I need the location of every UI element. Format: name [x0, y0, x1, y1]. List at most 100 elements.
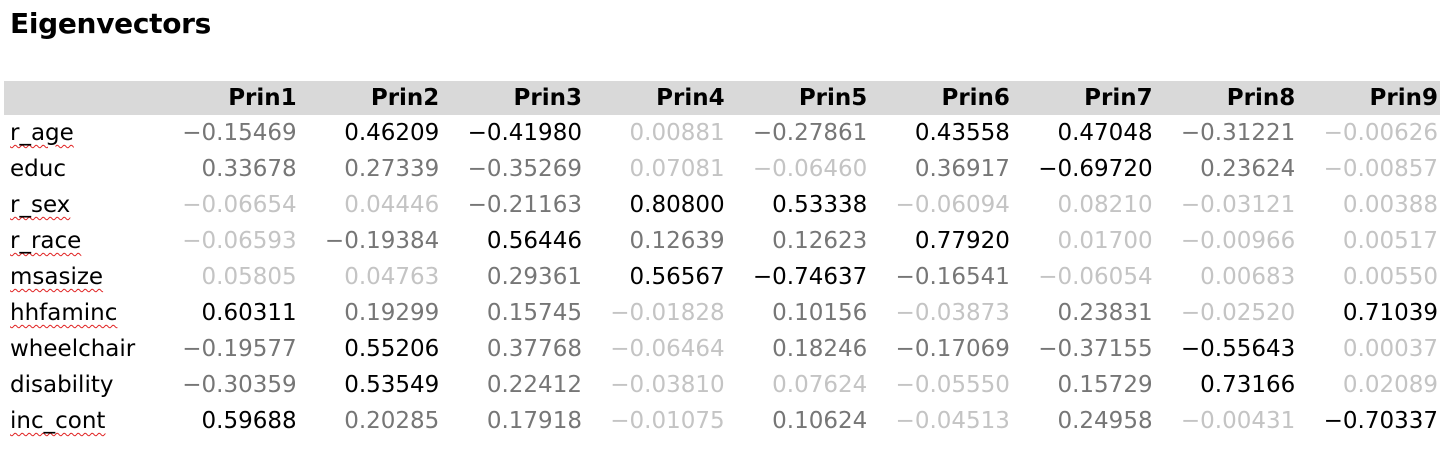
- row-label-cell: msasize: [4, 259, 156, 295]
- value-cell: 0.20285: [344, 408, 440, 434]
- value-cell: 0.73166: [1200, 372, 1296, 398]
- report-title: Eigenvectors: [10, 7, 212, 40]
- row-label-cell: hhfaminc: [4, 295, 156, 331]
- row-label-cell: r_sex: [4, 187, 156, 223]
- column-header-prin5: Prin5: [798, 85, 868, 111]
- value-cell: −0.15469: [182, 120, 297, 146]
- value-cell: 0.12639: [629, 228, 725, 254]
- value-cell: −0.37155: [1038, 336, 1153, 362]
- value-cell: −0.06054: [1038, 264, 1153, 290]
- value-cell: −0.03810: [610, 372, 725, 398]
- row-label: disability: [10, 372, 114, 398]
- value-cell: −0.19577: [182, 336, 297, 362]
- value-cell: −0.35269: [467, 156, 582, 182]
- value-cell: −0.21163: [467, 192, 582, 218]
- value-cell: −0.19384: [324, 228, 440, 254]
- value-cell: 0.24958: [1057, 408, 1153, 434]
- row-label-cell: inc_cont: [4, 403, 156, 439]
- value-cell: −0.04513: [895, 408, 1010, 434]
- column-header-prin8: Prin8: [1226, 85, 1296, 111]
- column-header-prin7: Prin7: [1084, 85, 1153, 111]
- row-label: wheelchair: [10, 336, 136, 362]
- value-cell: 0.80800: [629, 192, 725, 218]
- value-cell: 0.19299: [344, 300, 440, 326]
- header-corner: [4, 81, 156, 115]
- row-label-cell: disability: [4, 367, 156, 403]
- value-cell: 0.56567: [629, 264, 725, 290]
- value-cell: 0.43558: [914, 120, 1010, 146]
- value-cell: 0.12623: [772, 228, 868, 254]
- value-cell: 0.27339: [344, 156, 440, 182]
- value-cell: −0.03121: [1180, 192, 1296, 218]
- value-cell: 0.33678: [201, 156, 297, 182]
- value-cell: −0.55643: [1180, 336, 1296, 362]
- value-cell: 0.60311: [201, 300, 297, 326]
- value-cell: −0.05550: [895, 372, 1010, 398]
- table-row: inc_cont 0.59688 0.20285 0.17918 −0.01075 0.1…: [4, 403, 1440, 439]
- row-label-cell: r_race: [4, 223, 156, 259]
- value-cell: −0.00857: [1323, 156, 1438, 182]
- table-row: disability −0.30359 0.53549 0.22412 −0.03810…: [4, 367, 1440, 403]
- value-cell: −0.06460: [752, 156, 868, 182]
- value-cell: −0.00431: [1180, 408, 1296, 434]
- value-cell: −0.41980: [467, 120, 582, 146]
- value-cell: 0.07081: [629, 156, 725, 182]
- value-cell: 0.15745: [486, 300, 582, 326]
- value-cell: 0.23624: [1200, 156, 1296, 182]
- value-cell: −0.00966: [1180, 228, 1296, 254]
- column-header-prin4: Prin4: [656, 85, 725, 111]
- value-cell: 0.53549: [344, 372, 440, 398]
- value-cell: −0.31221: [1180, 120, 1296, 146]
- value-cell: 0.10624: [772, 408, 868, 434]
- column-header-prin6: Prin6: [941, 85, 1010, 111]
- row-label: r_sex: [10, 192, 71, 218]
- table-row: msasize 0.05805 0.04763 0.29361 0.56567 −0.74…: [4, 259, 1440, 295]
- value-cell: 0.71039: [1342, 300, 1438, 326]
- value-cell: −0.06464: [610, 336, 725, 362]
- table-body: r_age −0.15469 0.46209 −0.41980 0.00881 −0.27…: [4, 115, 1440, 439]
- value-cell: 0.37768: [486, 336, 582, 362]
- row-label-cell: wheelchair: [4, 331, 156, 367]
- value-cell: 0.00550: [1342, 264, 1438, 290]
- value-cell: 0.46209: [344, 120, 440, 146]
- value-cell: −0.27861: [752, 120, 868, 146]
- row-label: r_age: [10, 120, 74, 146]
- value-cell: 0.04763: [344, 264, 440, 290]
- row-label-cell: r_age: [4, 115, 156, 151]
- eigenvectors-table: Prin1 Prin2 Prin3 Prin4 Prin5 Prin6 Prin7 Prin8…: [4, 81, 1440, 439]
- table-row: r_sex −0.06654 0.04446 −0.21163 0.80800 0.533…: [4, 187, 1440, 223]
- value-cell: 0.00881: [629, 120, 725, 146]
- value-cell: −0.17069: [895, 336, 1010, 362]
- value-cell: 0.00037: [1342, 336, 1438, 362]
- column-header-prin1: Prin1: [228, 85, 297, 111]
- value-cell: 0.05805: [201, 264, 297, 290]
- value-cell: −0.03873: [895, 300, 1010, 326]
- value-cell: −0.01075: [610, 408, 725, 434]
- value-cell: 0.15729: [1057, 372, 1153, 398]
- value-cell: 0.55206: [344, 336, 440, 362]
- column-header-prin2: Prin2: [370, 85, 440, 111]
- table-row: hhfaminc 0.60311 0.19299 0.15745 −0.01828 0.1…: [4, 295, 1440, 331]
- value-cell: −0.74637: [752, 264, 868, 290]
- row-label: hhfaminc: [10, 300, 118, 326]
- value-cell: 0.18246: [772, 336, 868, 362]
- value-cell: 0.07624: [772, 372, 868, 398]
- table-row: educ 0.33678 0.27339 −0.35269 0.07081 −0.0646…: [4, 151, 1440, 187]
- row-label: inc_cont: [10, 408, 106, 434]
- column-header-prin9: Prin9: [1369, 85, 1438, 111]
- row-label: msasize: [10, 264, 104, 290]
- value-cell: 0.36917: [914, 156, 1010, 182]
- value-cell: −0.30359: [182, 372, 297, 398]
- column-header-prin3: Prin3: [513, 85, 582, 111]
- value-cell: −0.00626: [1323, 120, 1438, 146]
- value-cell: 0.17918: [486, 408, 582, 434]
- value-cell: −0.06654: [182, 192, 297, 218]
- value-cell: −0.69720: [1038, 156, 1153, 182]
- value-cell: 0.00517: [1342, 228, 1438, 254]
- row-label-cell: educ: [4, 151, 156, 187]
- value-cell: 0.08210: [1057, 192, 1153, 218]
- value-cell: 0.59688: [201, 408, 297, 434]
- table-row: wheelchair −0.19577 0.55206 0.37768 −0.06464…: [4, 331, 1440, 367]
- header-row: Prin1 Prin2 Prin3 Prin4 Prin5 Prin6 Prin7 Prin8…: [4, 81, 1440, 115]
- value-cell: 0.56446: [486, 228, 582, 254]
